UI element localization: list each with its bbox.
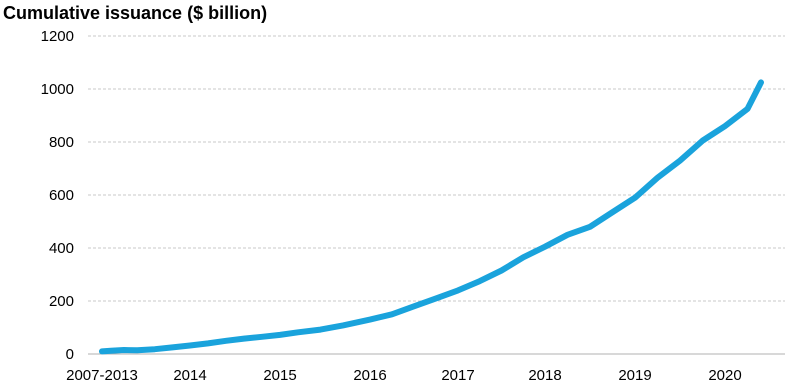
y-tick-label: 400 [49,240,74,257]
y-tick-label: 0 [66,346,74,363]
y-axis-labels: 0 200 400 600 800 1000 1200 [41,28,74,363]
x-tick-label: 2016 [353,367,386,384]
x-axis-labels: 2007-2013 2014 2015 2016 2017 2018 2019 2020 [66,367,742,384]
x-tick-label: 2018 [528,367,561,384]
y-tick-label: 800 [49,134,74,151]
x-tick-label: 2019 [618,367,651,384]
y-tick-label: 200 [49,293,74,310]
series-line [99,79,764,355]
gridlines [88,35,785,302]
y-tick-label: 1000 [41,81,74,98]
x-tick-label: 2020 [708,367,741,384]
y-tick-label: 1200 [41,28,74,45]
x-tick-label: 2014 [173,367,206,384]
x-tick-label: 2007-2013 [66,367,138,384]
x-tick-label: 2015 [263,367,296,384]
series-group [99,79,764,355]
chart-title: Cumulative issuance ($ billion) [3,3,268,23]
y-tick-label: 600 [49,187,74,204]
x-tick-label: 2017 [441,367,474,384]
